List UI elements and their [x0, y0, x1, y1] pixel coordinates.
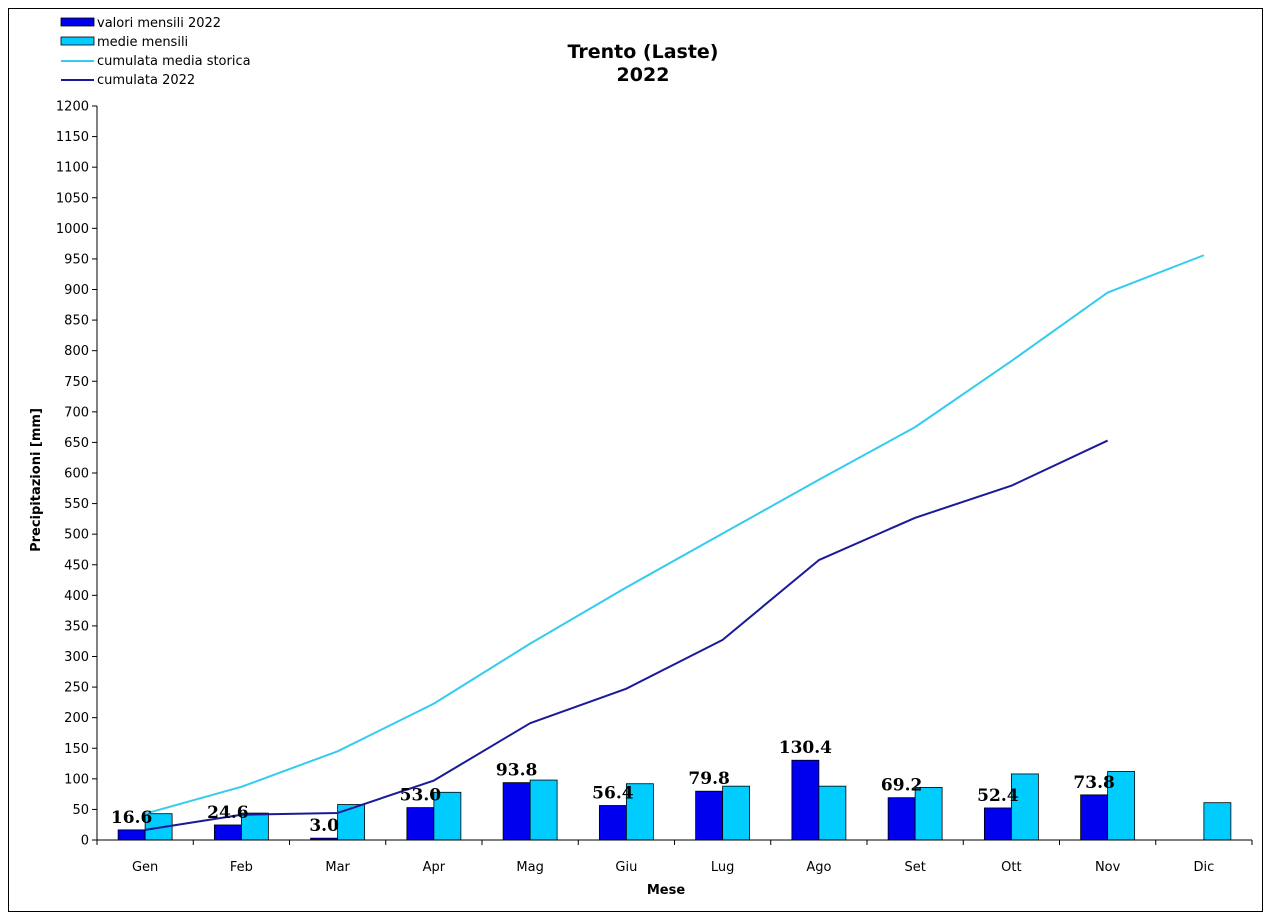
- x-tick-label: Apr: [423, 860, 446, 875]
- legend-label-cumulata-media: cumulata media storica: [97, 54, 251, 69]
- bar-medie-mensili: [240, 812, 269, 841]
- bar-value-label: 52.4: [977, 786, 1019, 806]
- y-tick-label: 450: [64, 558, 89, 573]
- bar-valori-mensili-2022: [695, 790, 724, 841]
- bar-value-label: 16.6: [111, 808, 152, 828]
- x-axis-title: Mese: [647, 883, 685, 898]
- legend-label-cumulata-2022: cumulata 2022: [97, 73, 195, 88]
- y-tick-label: 350: [64, 619, 89, 634]
- bar-value-label: 24.6: [207, 803, 248, 823]
- y-tick-label: 250: [64, 681, 89, 696]
- y-tick-label: 950: [64, 252, 89, 267]
- line-cumulata-2022: [144, 439, 1109, 831]
- bar-valori-mensili-2022: [406, 807, 435, 841]
- cumulative-lines: [144, 254, 1205, 831]
- x-tick-label: Ago: [806, 860, 831, 875]
- x-tick-label: Mar: [325, 860, 350, 875]
- axes: [96, 106, 1252, 841]
- chart-title: Trento (Laste): [568, 41, 719, 63]
- y-tick-label: 500: [64, 528, 89, 543]
- y-tick-label: 900: [64, 283, 89, 298]
- y-tick-label: 700: [64, 405, 89, 420]
- bar-medie-mensili: [625, 783, 654, 841]
- bar-value-label: 56.4: [592, 784, 634, 804]
- y-tick-label: 200: [64, 711, 89, 726]
- chart-subtitle: 2022: [617, 64, 670, 86]
- y-tick-label: 1050: [56, 191, 89, 206]
- legend-label-medie-mensili: medie mensili: [97, 35, 188, 50]
- bar-value-label: 53.0: [400, 786, 442, 806]
- y-tick-label: 150: [64, 742, 89, 757]
- bar-medie-mensili: [1010, 773, 1039, 841]
- bar-data-labels: 16.6 24.6 3.0 53.0 93.8 56.4 79.8 130.4 69.2 52.4…: [111, 738, 1115, 836]
- y-tick-label: 1150: [56, 130, 89, 145]
- y-tick-label: 1000: [56, 222, 89, 237]
- x-tick-label: Gen: [132, 860, 158, 875]
- bars-valori-mensili-2022: [117, 759, 1109, 841]
- x-tick-label: Set: [904, 860, 925, 875]
- x-tick-label: Dic: [1193, 860, 1214, 875]
- bar-valori-mensili-2022: [887, 797, 916, 841]
- x-tick-label: Feb: [230, 860, 253, 875]
- bar-valori-mensili-2022: [213, 824, 242, 841]
- x-tick-label: Giu: [615, 860, 637, 875]
- x-tick-label: Lug: [711, 860, 735, 875]
- bar-medie-mensili: [722, 785, 751, 841]
- y-tick-label: 100: [64, 772, 89, 787]
- bar-valori-mensili-2022: [1080, 794, 1109, 841]
- x-axis-ticks: Gen Feb Mar Apr Mag Giu Lug Ago Set Ott Nov Dic: [96, 840, 1253, 875]
- y-tick-label: 600: [64, 467, 89, 482]
- legend-swatch-medie-mensili: [60, 36, 95, 46]
- y-tick-label: 750: [64, 375, 89, 390]
- x-tick-label: Ott: [1001, 860, 1021, 875]
- y-tick-label: 400: [64, 589, 89, 604]
- bar-valori-mensili-2022: [983, 807, 1012, 841]
- legend: valori mensili 2022 medie mensili cumula…: [60, 16, 251, 88]
- bar-value-label: 73.8: [1073, 773, 1114, 793]
- bar-medie-mensili: [337, 804, 366, 841]
- y-tick-label: 650: [64, 436, 89, 451]
- bar-medie-mensili: [1203, 802, 1232, 841]
- y-tick-label: 50: [72, 803, 89, 818]
- bar-valori-mensili-2022: [117, 829, 146, 841]
- bar-medie-mensili: [529, 779, 558, 841]
- y-axis-ticks: 0 50 100 150 200 250 300 350 400 450 500 550 600 650 7…: [56, 100, 97, 849]
- bar-medie-mensili: [1107, 771, 1136, 841]
- y-tick-label: 1100: [56, 161, 89, 176]
- bars-medie-mensili: [144, 771, 1232, 841]
- bar-value-label: 79.8: [688, 769, 729, 789]
- bar-valori-mensili-2022: [791, 759, 820, 841]
- legend-swatch-valori-mensili: [60, 17, 95, 27]
- bar-value-label: 3.0: [309, 816, 339, 836]
- y-tick-label: 850: [64, 314, 89, 329]
- x-tick-label: Nov: [1095, 860, 1121, 875]
- chart-frame: [8, 8, 1263, 912]
- bar-medie-mensili: [914, 786, 943, 841]
- bar-value-label: 69.2: [881, 776, 922, 796]
- bar-valori-mensili-2022: [502, 782, 531, 841]
- bar-value-label: 93.8: [496, 761, 537, 781]
- bar-value-label: 130.4: [779, 738, 832, 758]
- line-cumulata-media-storica: [144, 254, 1205, 815]
- y-tick-label: 1200: [56, 100, 89, 115]
- x-tick-label: Mag: [516, 860, 543, 875]
- bar-valori-mensili-2022: [598, 805, 627, 841]
- y-axis-title: Precipitazioni [mm]: [29, 408, 44, 552]
- y-tick-label: 0: [81, 834, 89, 849]
- y-tick-label: 300: [64, 650, 89, 665]
- bar-medie-mensili: [818, 785, 847, 841]
- y-tick-label: 800: [64, 344, 89, 359]
- y-tick-label: 550: [64, 497, 89, 512]
- legend-label-valori-mensili: valori mensili 2022: [97, 16, 221, 31]
